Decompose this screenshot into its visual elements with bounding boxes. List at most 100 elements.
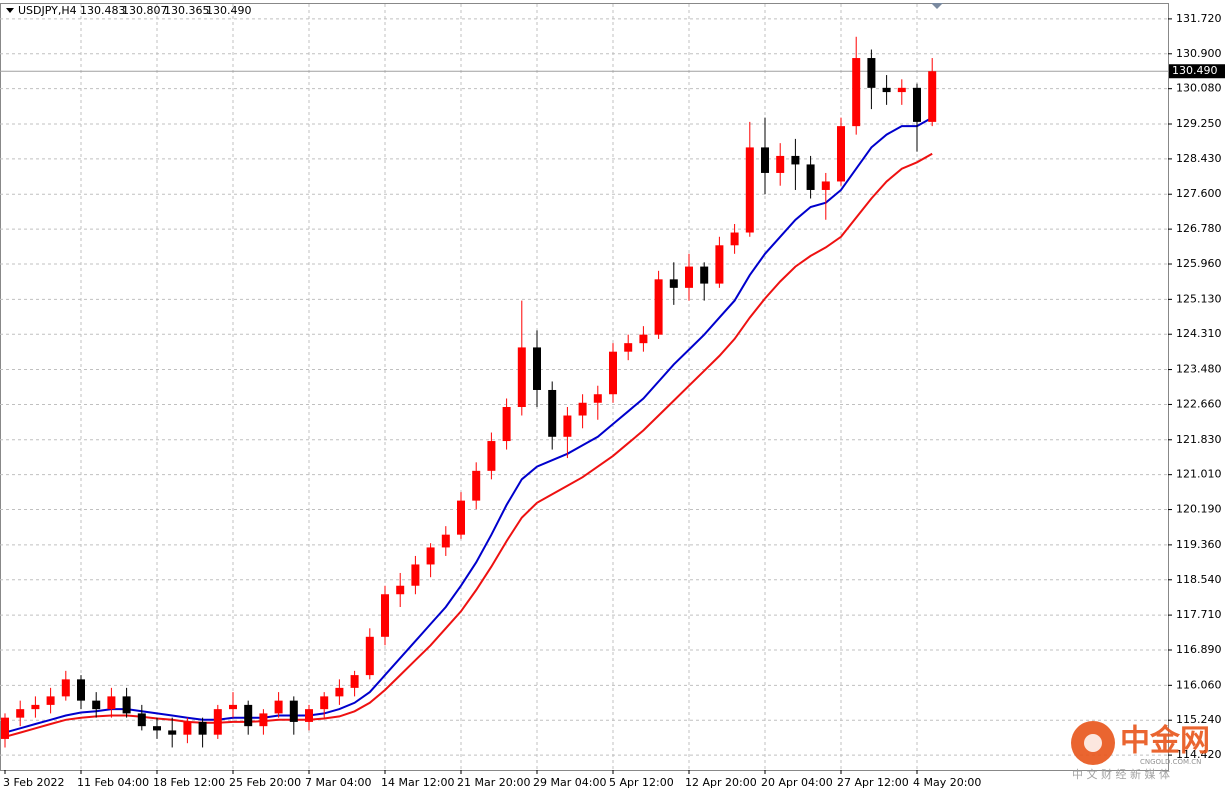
- y-tick-label: 114.420: [1176, 748, 1222, 761]
- candle-body: [153, 726, 161, 731]
- x-tick-label: 27 Apr 12:00: [837, 776, 909, 789]
- y-tick-label: 128.430: [1176, 152, 1222, 165]
- candle-body: [350, 675, 359, 688]
- candle-body: [426, 547, 435, 565]
- candle-body: [928, 71, 937, 122]
- candle-body: [654, 279, 663, 335]
- candle-body: [16, 709, 25, 718]
- x-tick-label: 29 Mar 04:00: [533, 776, 606, 789]
- symbol-title: USDJPY,H4: [18, 4, 77, 17]
- x-tick-label: 7 Mar 04:00: [305, 776, 371, 789]
- candle-body: [61, 679, 70, 697]
- last-price-label: 130.490: [1172, 64, 1218, 77]
- candle-body: [31, 704, 40, 710]
- candle-body: [335, 687, 344, 697]
- candle-body: [472, 470, 481, 501]
- moving-average: [4, 152, 933, 738]
- candle-body: [122, 696, 131, 714]
- candle-body: [685, 266, 693, 288]
- candle-body: [517, 347, 526, 408]
- y-tick-label: 125.130: [1176, 292, 1222, 305]
- candle-body: [244, 704, 253, 727]
- y-tick-label: 121.830: [1176, 433, 1222, 446]
- y-tick-label: 119.360: [1176, 538, 1222, 551]
- x-tick-label: 18 Feb 12:00: [153, 776, 225, 789]
- candle-body: [776, 155, 785, 173]
- candle-body: [396, 585, 405, 595]
- y-tick-label: 120.190: [1176, 503, 1222, 516]
- watermark-name: 中金网: [1120, 724, 1210, 759]
- y-tick-label: 131.720: [1176, 12, 1222, 25]
- candle-body: [487, 441, 496, 471]
- candle-body: [289, 700, 298, 722]
- candle-body: [259, 713, 268, 727]
- moving-average: [4, 116, 933, 734]
- candle-body: [837, 126, 845, 182]
- candle-body: [715, 245, 724, 284]
- candle-body: [852, 58, 861, 127]
- candle-body: [441, 534, 450, 548]
- watermark-sub: 中 文 财 经 新 媒 体: [1072, 767, 1170, 781]
- candle-body: [791, 155, 800, 165]
- candle-body: [669, 279, 678, 288]
- candle-body: [897, 87, 906, 93]
- quote-value: 130.807: [122, 4, 168, 17]
- y-tick-label: 116.060: [1176, 678, 1222, 691]
- candle-body: [1, 717, 9, 739]
- candle-body: [593, 394, 602, 403]
- candle-body: [305, 709, 313, 722]
- y-tick-label: 126.780: [1176, 222, 1222, 235]
- candle-body: [761, 147, 769, 173]
- candle-body: [700, 266, 709, 284]
- candle-body: [533, 347, 541, 390]
- candle-body: [639, 334, 648, 344]
- watermark-url: CNGOLD.COM.CN: [1140, 758, 1201, 766]
- candle-body: [320, 696, 329, 710]
- candle-body: [609, 351, 617, 395]
- candle-body: [229, 704, 237, 710]
- x-tick-label: 3 Feb 2022: [3, 776, 64, 789]
- candle-body: [502, 407, 511, 442]
- y-tick-label: 121.010: [1176, 468, 1222, 481]
- y-tick-label: 127.600: [1176, 187, 1222, 200]
- x-tick-label: 14 Mar 12:00: [381, 776, 454, 789]
- candle-body: [563, 415, 572, 437]
- candle-body: [46, 696, 55, 705]
- candle-body: [548, 389, 557, 437]
- x-tick-label: 12 Apr 20:00: [685, 776, 757, 789]
- watermark: 中金网 CNGOLD.COM.CN 中 文 财 经 新 媒 体: [1071, 721, 1210, 781]
- candle-body: [137, 713, 146, 727]
- candle-body: [806, 164, 815, 190]
- candle-body: [730, 232, 739, 246]
- y-tick-label: 125.960: [1176, 257, 1222, 270]
- y-tick-label: 130.080: [1176, 82, 1222, 95]
- x-tick-label: 20 Apr 04:00: [761, 776, 833, 789]
- plot-frame: [0, 3, 1169, 771]
- y-tick-label: 122.660: [1176, 397, 1222, 410]
- y-tick-label: 118.540: [1176, 573, 1222, 586]
- y-tick-label: 123.480: [1176, 363, 1222, 376]
- candle-body: [77, 679, 85, 701]
- candle-body: [198, 721, 207, 735]
- menu-arrow[interactable]: [6, 8, 14, 13]
- last-price-box: [1169, 64, 1225, 79]
- candle-body: [92, 700, 101, 710]
- quote-value: 130.490: [206, 4, 252, 17]
- logo-icon: [1084, 734, 1102, 752]
- candle-body: [457, 500, 465, 535]
- x-tick-label: 11 Feb 04:00: [77, 776, 149, 789]
- y-tick-label: 129.250: [1176, 117, 1222, 130]
- quote-value: 130.483: [80, 4, 126, 17]
- candle-body: [213, 709, 222, 735]
- y-tick-label: 116.890: [1176, 643, 1222, 656]
- candle-body: [274, 700, 283, 714]
- y-tick-label: 130.900: [1176, 47, 1222, 60]
- candle-body: [913, 87, 921, 122]
- shift-marker: [931, 3, 943, 9]
- quote-value: 130.365: [164, 4, 210, 17]
- candle-body: [168, 730, 177, 735]
- candle-body: [821, 181, 830, 190]
- x-tick-label: 25 Feb 20:00: [229, 776, 301, 789]
- candle-body: [183, 721, 192, 735]
- candle-body: [882, 87, 891, 93]
